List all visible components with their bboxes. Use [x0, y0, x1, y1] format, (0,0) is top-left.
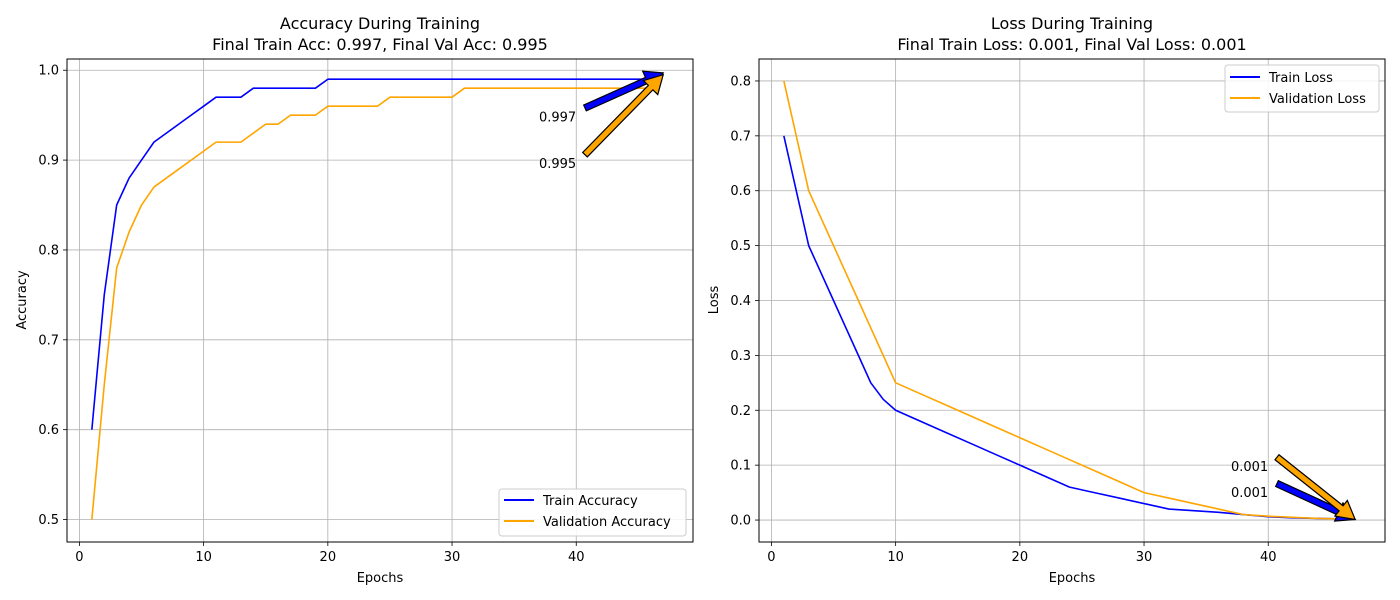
x-axis-ticks: 0 10 20 30 40: [75, 542, 585, 565]
chart-title: Loss During Training: [991, 14, 1153, 33]
y-axis-ticks: 0.0 0.1 0.2 0.3 0.4 0.5 0.6 0.7 0.8: [730, 74, 759, 529]
y-axis-ticks: 0.5 0.6 0.7 0.8 0.9 1.0: [38, 64, 67, 528]
legend: Train Loss Validation Loss: [1224, 64, 1380, 113]
plot-area: [67, 59, 693, 542]
x-tick-label: 10: [195, 550, 212, 565]
x-tick-label: 40: [568, 550, 585, 565]
chart-subtitle: Final Train Loss: 0.001, Final Val Loss:…: [897, 35, 1246, 54]
plot-frame: [66, 58, 694, 543]
legend-label-validation-loss: Validation Loss: [1269, 92, 1366, 107]
y-axis-label: Accuracy: [15, 270, 30, 330]
legend-label-train-accuracy: Train Accuracy: [542, 494, 638, 509]
x-axis-label: Epochs: [1049, 571, 1096, 586]
legend: Train Accuracy Validation Accuracy: [498, 488, 687, 537]
series-line-validation-loss: [783, 80, 1356, 521]
x-tick-label: 0: [75, 550, 83, 565]
y-tick-label: 0.9: [38, 154, 59, 169]
series-line-validation-accuracy: [91, 74, 664, 520]
loss-chart: Loss During Training Final Train Loss: 0…: [707, 14, 1386, 586]
series-line-train-accuracy: [91, 72, 664, 430]
series-lines: [91, 72, 664, 520]
chart-subtitle: Final Train Acc: 0.997, Final Val Acc: 0…: [212, 35, 548, 54]
y-tick-label: 0.0: [730, 514, 751, 529]
annotation-label: 0.995: [539, 157, 576, 172]
annotation-label: 0.001: [1231, 460, 1268, 475]
y-tick-label: 0.7: [730, 129, 751, 144]
series-lines: [783, 80, 1356, 521]
accuracy-chart: Accuracy During Training Final Train Acc…: [15, 14, 694, 586]
y-tick-label: 0.1: [730, 459, 751, 474]
grid-lines: [67, 59, 693, 542]
x-tick-label: 10: [887, 550, 904, 565]
y-tick-label: 0.4: [730, 294, 751, 309]
y-tick-label: 1.0: [38, 64, 59, 79]
legend-box: [1224, 64, 1380, 113]
chart-title: Accuracy During Training: [280, 14, 480, 33]
legend-label-validation-accuracy: Validation Accuracy: [543, 515, 671, 530]
y-tick-label: 0.8: [38, 243, 59, 258]
y-tick-label: 0.6: [38, 423, 59, 438]
annotation-arrow: [1274, 453, 1357, 521]
y-tick-label: 0.6: [730, 184, 751, 199]
x-axis-label: Epochs: [357, 571, 404, 586]
x-tick-label: 40: [1260, 550, 1277, 565]
y-tick-label: 0.5: [38, 513, 59, 528]
y-tick-label: 0.8: [730, 74, 751, 89]
y-axis-label: Loss: [707, 286, 722, 315]
x-tick-label: 30: [1136, 550, 1153, 565]
y-tick-label: 0.2: [730, 404, 751, 419]
annotation-label: 0.001: [1231, 486, 1268, 501]
y-tick-label: 0.5: [730, 239, 751, 254]
x-tick-label: 0: [767, 550, 775, 565]
annotations: 0.001 0.001: [1231, 453, 1357, 522]
annotation-label: 0.997: [539, 110, 576, 125]
annotations: 0.997 0.995: [539, 70, 665, 172]
y-tick-label: 0.3: [730, 349, 751, 364]
x-tick-label: 20: [1012, 550, 1029, 565]
x-tick-label: 20: [320, 550, 337, 565]
legend-label-train-loss: Train Loss: [1268, 71, 1333, 86]
legend-box: [498, 488, 687, 537]
x-axis-ticks: 0 10 20 30 40: [767, 542, 1277, 565]
x-tick-label: 30: [444, 550, 461, 565]
annotation-arrow: [581, 73, 665, 158]
y-tick-label: 0.7: [38, 333, 59, 348]
